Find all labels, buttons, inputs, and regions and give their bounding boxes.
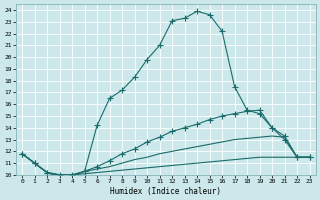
X-axis label: Humidex (Indice chaleur): Humidex (Indice chaleur)	[110, 187, 221, 196]
